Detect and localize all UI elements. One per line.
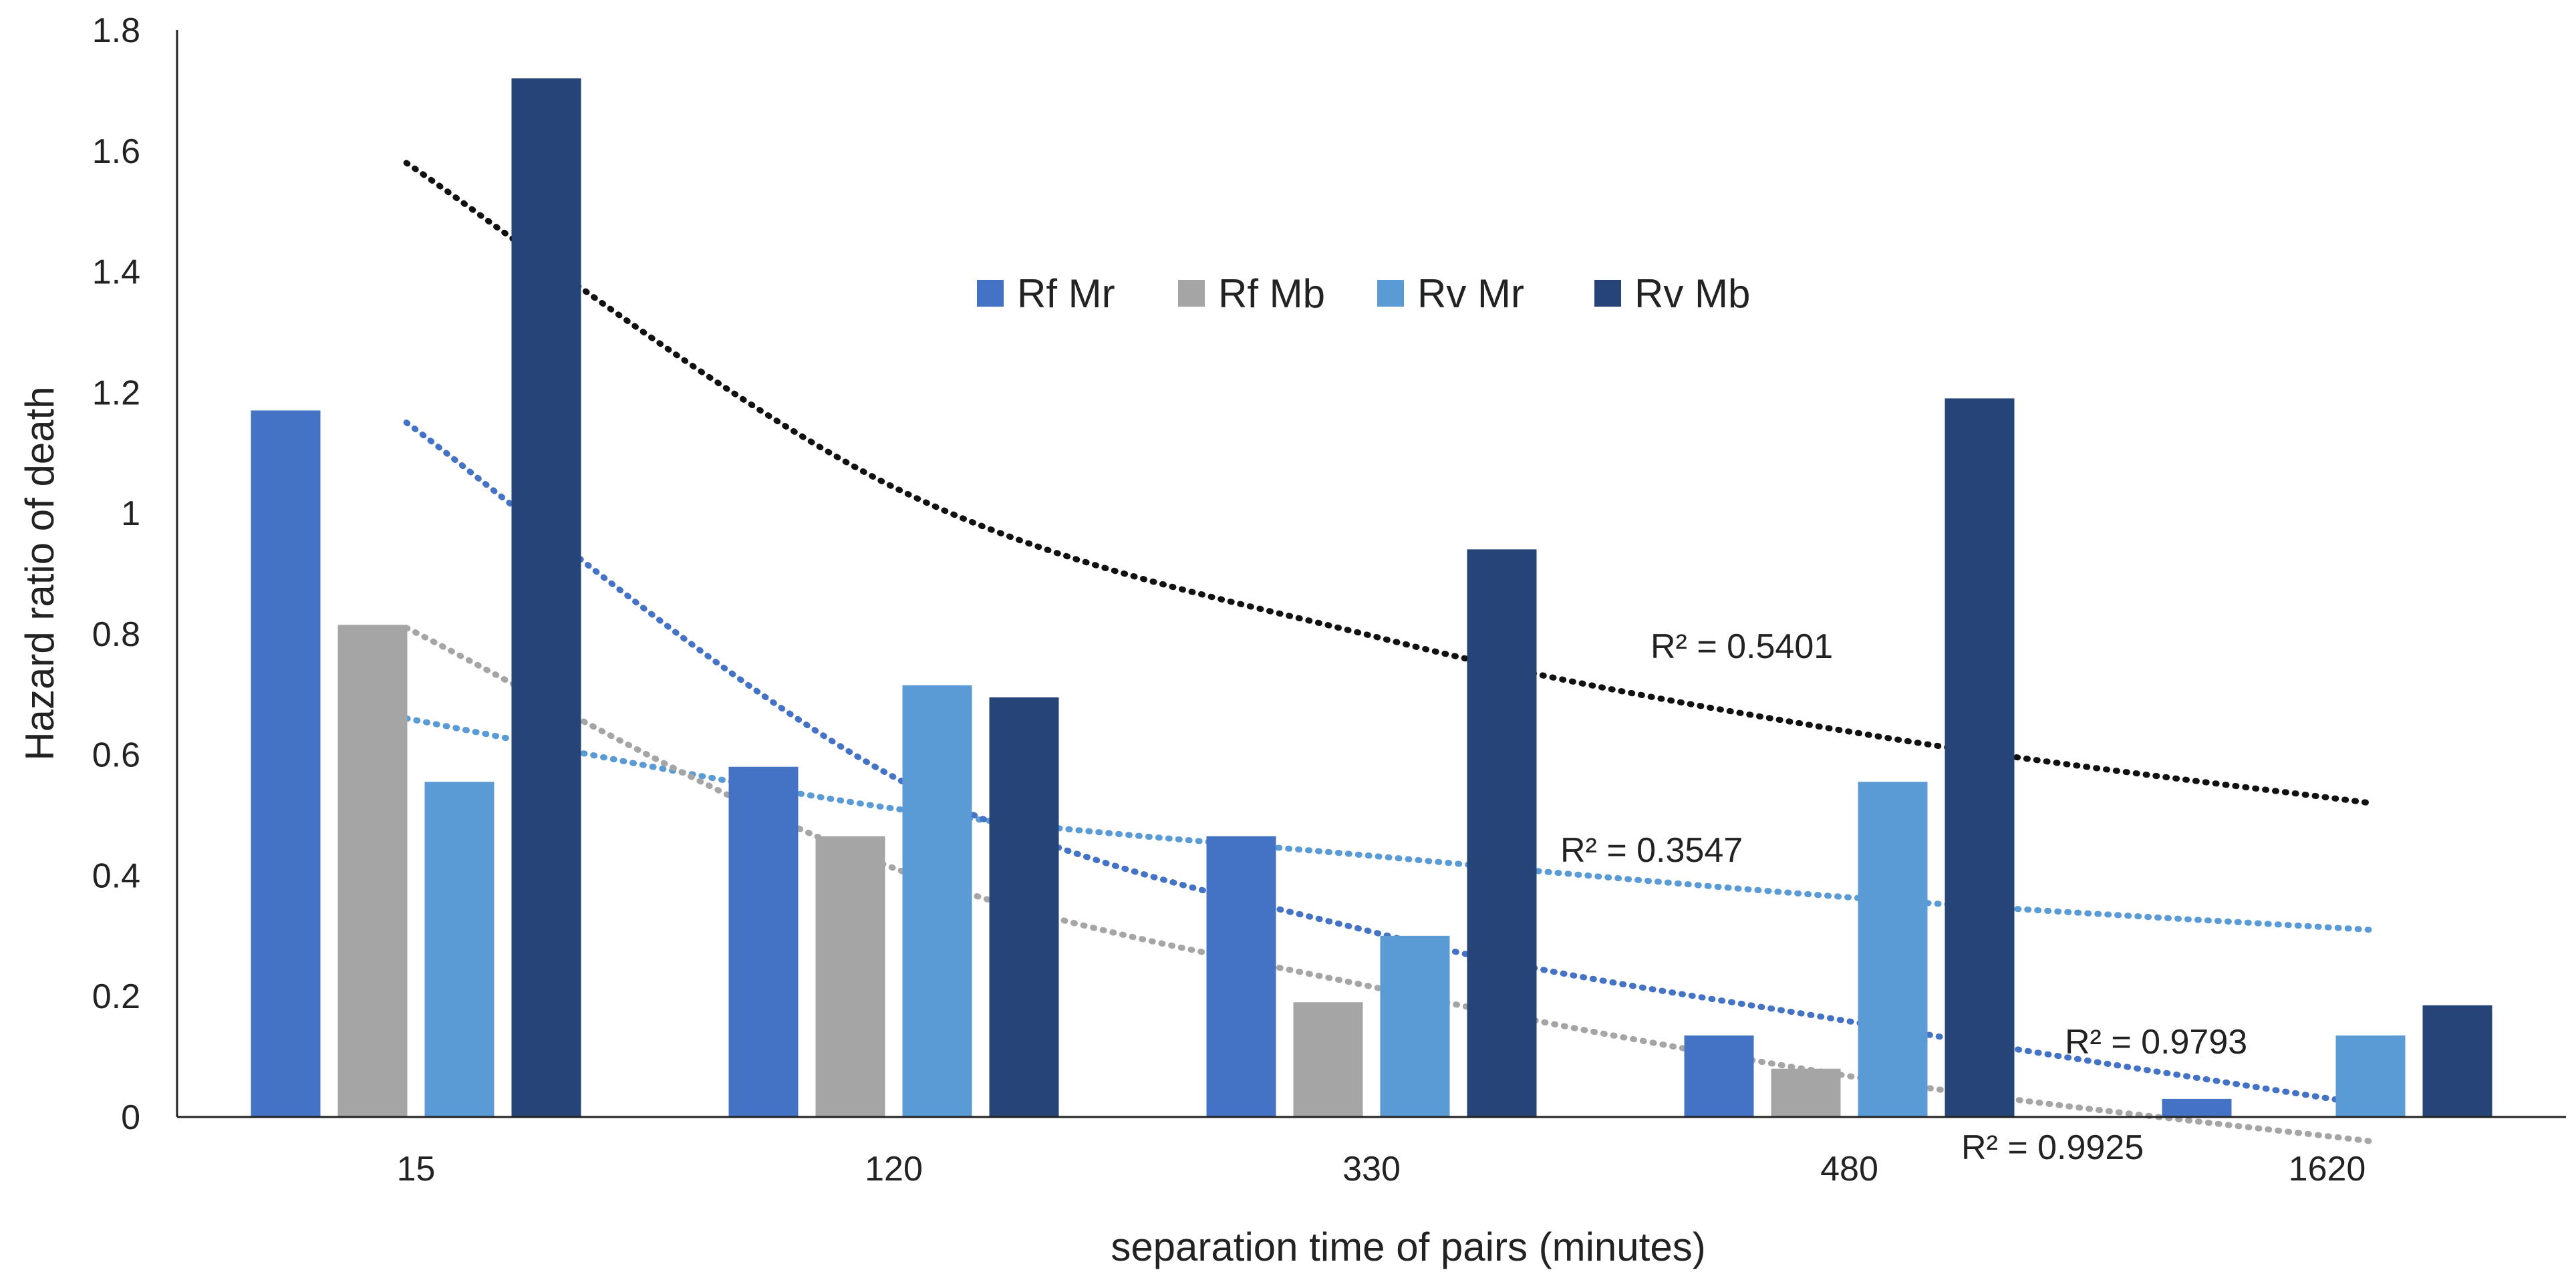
x-tick-labels: 15 120 330 480 1620 bbox=[397, 1150, 2366, 1188]
bar-rf-mr-480 bbox=[1684, 1035, 1754, 1117]
legend-label: Rf Mb bbox=[1218, 271, 1325, 316]
bar-rf-mr-120 bbox=[728, 766, 799, 1117]
y-tick-label: 1 bbox=[121, 494, 140, 533]
legend-label: Rf Mr bbox=[1017, 271, 1115, 316]
trendline-layer bbox=[403, 160, 2374, 1144]
bar-rv-mb-1620 bbox=[2422, 1005, 2492, 1117]
y-tick-label: 1.2 bbox=[92, 373, 140, 412]
legend-item-rf-mb: Rf Mb bbox=[1178, 271, 1325, 316]
trendline-rv-mb bbox=[403, 160, 2374, 806]
bar-layer bbox=[251, 78, 2492, 1118]
bar-rf-mb-15 bbox=[337, 625, 408, 1117]
bar-rv-mb-120 bbox=[989, 697, 1059, 1117]
x-tick-label: 15 bbox=[397, 1150, 436, 1188]
bar-rf-mr-1620 bbox=[2162, 1098, 2232, 1117]
y-tick-label: 0.8 bbox=[92, 615, 140, 654]
bar-rv-mr-480 bbox=[1858, 782, 1928, 1117]
legend-swatch bbox=[1594, 280, 1621, 307]
bar-rf-mb-330 bbox=[1293, 1002, 1363, 1117]
trendline-rf-mr bbox=[403, 420, 2374, 1108]
y-tick-label: 0.2 bbox=[92, 977, 140, 1016]
bar-rf-mr-15 bbox=[251, 410, 321, 1118]
trendline-label-layer: R² = 0.5401 R² = 0.3547 R² = 0.9793 R² = 0.… bbox=[1560, 627, 2247, 1167]
bar-rv-mr-120 bbox=[902, 685, 972, 1117]
x-tick-label: 120 bbox=[865, 1150, 923, 1188]
bar-rv-mb-330 bbox=[1467, 549, 1537, 1117]
legend-label: Rv Mb bbox=[1634, 271, 1750, 316]
y-tick-label: 1.8 bbox=[92, 11, 140, 50]
x-axis-title: separation time of pairs (minutes) bbox=[1111, 1225, 1705, 1269]
axis-layer bbox=[176, 30, 2566, 1118]
y-tick-label: 0 bbox=[121, 1098, 140, 1137]
x-tick-label: 330 bbox=[1342, 1150, 1401, 1188]
bar-rv-mr-1620 bbox=[2335, 1035, 2406, 1117]
bar-rf-mr-330 bbox=[1206, 836, 1276, 1117]
bar-rv-mr-15 bbox=[424, 782, 494, 1117]
trendline-r2-label: R² = 0.3547 bbox=[1560, 831, 1743, 870]
bar-rv-mb-480 bbox=[1945, 398, 2015, 1117]
x-tick-label: 480 bbox=[1820, 1150, 1878, 1188]
y-tick-label: 0.6 bbox=[92, 736, 140, 775]
y-axis-title: Hazard ratio of death bbox=[17, 386, 62, 760]
x-tick-label: 1620 bbox=[2289, 1150, 2366, 1188]
legend-swatch bbox=[1178, 280, 1205, 307]
trendline-r2-label: R² = 0.9925 bbox=[1961, 1128, 2144, 1167]
legend-swatch bbox=[977, 280, 1004, 307]
legend-swatch bbox=[1377, 280, 1404, 307]
trendline-r2-label: R² = 0.5401 bbox=[1651, 627, 1833, 666]
legend-item-rf-mr: Rf Mr bbox=[977, 271, 1115, 316]
bar-rv-mr-330 bbox=[1380, 935, 1450, 1117]
y-tick-label: 0.4 bbox=[92, 856, 140, 895]
y-tick-label: 1.4 bbox=[92, 253, 140, 292]
trendline-rv-mr bbox=[403, 715, 2374, 933]
bar-rf-mb-120 bbox=[815, 836, 885, 1117]
legend-item-rv-mb: Rv Mb bbox=[1594, 271, 1750, 316]
trendline-r2-label: R² = 0.9793 bbox=[2065, 1023, 2247, 1062]
y-tick-label: 1.6 bbox=[92, 132, 140, 171]
y-tick-labels: 0 0.2 0.4 0.6 0.8 1 1.2 1.4 1.6 1.8 bbox=[92, 11, 140, 1137]
legend: Rf Mr Rf Mb Rv Mr Rv Mb bbox=[977, 271, 1750, 316]
bar-rf-mb-480 bbox=[1771, 1068, 1841, 1117]
legend-item-rv-mr: Rv Mr bbox=[1377, 271, 1524, 316]
bar-rv-mb-15 bbox=[511, 78, 581, 1117]
legend-label: Rv Mr bbox=[1417, 271, 1524, 316]
